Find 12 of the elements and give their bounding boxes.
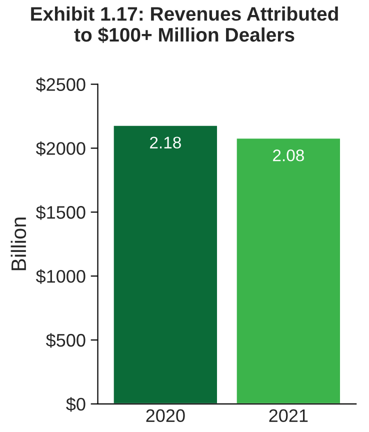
annotation: 2.18	[150, 136, 181, 149]
annotation: 2.08	[273, 149, 304, 162]
y-tick-label: $500	[46, 333, 86, 348]
y-tick-label: $2500	[36, 77, 86, 92]
x-tick-label: 2020	[146, 409, 185, 422]
y-tick-label: $1500	[36, 205, 86, 220]
y-tick-label: $0	[66, 397, 86, 412]
y-tick-label: $1000	[36, 269, 86, 284]
y-axis-title: Billion	[10, 218, 26, 270]
chart-title: Exhibit 1.17: Revenues Attributed to $100+ Million Dealers	[31, 6, 338, 43]
x-tick-label: 2021	[269, 409, 308, 422]
y-tick-label: $2000	[36, 141, 86, 156]
